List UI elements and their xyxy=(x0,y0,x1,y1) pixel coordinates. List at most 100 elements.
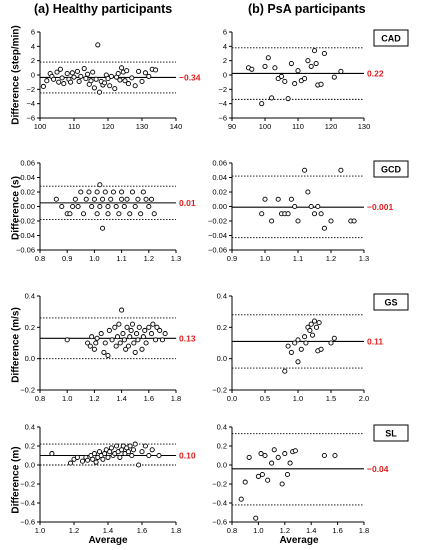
a2-xtick-label: 1.1 xyxy=(116,254,126,263)
a4-data-point xyxy=(100,456,106,462)
a4-data-point xyxy=(68,460,74,466)
a4-data-point xyxy=(117,454,123,460)
a3-data-point xyxy=(134,331,140,337)
a1-data-point xyxy=(78,73,84,79)
a2-data-point xyxy=(140,189,146,195)
a1-ytick-label: 2 xyxy=(31,56,35,65)
b3-ytick-label: 0.4 xyxy=(217,292,227,301)
a1-xtick-label: 130 xyxy=(136,122,149,131)
a4-data-point xyxy=(142,443,148,449)
a2-mean-label: 0.01 xyxy=(179,198,196,208)
b1-data-point xyxy=(249,66,255,72)
a3-mean-label: 0.13 xyxy=(179,333,196,343)
a2-ytick-label: 0.00 xyxy=(20,202,35,211)
a4-data-point xyxy=(125,449,131,455)
a3-data-point xyxy=(128,327,134,334)
b2-xtick-label: 1.1 xyxy=(293,254,303,263)
a3-data-point xyxy=(136,324,142,330)
a1-ytick-label: 0 xyxy=(31,71,35,80)
b2-data-point xyxy=(269,218,275,224)
a1-data-point xyxy=(125,81,131,87)
a3-data-point xyxy=(119,307,125,313)
b2-xtick-label: 1.3 xyxy=(359,254,369,263)
a4-data-point xyxy=(139,449,145,455)
b2-data-point xyxy=(311,211,318,217)
b4-data-point xyxy=(242,479,248,485)
b4-data-point xyxy=(284,471,290,478)
b4-data-point xyxy=(253,515,259,521)
a2-ytick-label: 0.02 xyxy=(20,188,35,197)
b1-data-point xyxy=(272,65,278,71)
a2-data-point xyxy=(97,203,103,210)
a4-ytick-label: 0.0 xyxy=(25,461,35,470)
b2-badge-box xyxy=(373,160,409,178)
a1-data-point xyxy=(59,75,65,81)
a4-data-point xyxy=(85,457,91,463)
a1-xtick-label: 110 xyxy=(68,122,80,131)
a4-ytick-label: −0.6 xyxy=(20,518,35,527)
a2-data-point xyxy=(59,203,65,210)
b1-badge-label: CAD xyxy=(381,34,401,44)
a3-data-point xyxy=(112,324,118,330)
a3-data-point xyxy=(117,340,123,346)
a3-ytick-label: −0.2 xyxy=(20,386,35,395)
a2-ytick-label: 0.06 xyxy=(20,159,35,168)
a2-data-point xyxy=(89,203,95,210)
a4-data-point xyxy=(49,451,55,457)
b2-data-point xyxy=(295,218,301,224)
a1-data-point xyxy=(93,76,99,82)
b3-ytick-label: 0.0 xyxy=(217,354,227,363)
b4-data-point xyxy=(246,454,252,460)
a1-data-point xyxy=(76,78,82,84)
b1-data-point xyxy=(305,58,311,64)
a2-data-point xyxy=(80,211,87,217)
a1-data-point xyxy=(61,81,67,87)
a1-data-point xyxy=(119,65,125,71)
a4-xtick-label: 1.2 xyxy=(69,526,79,535)
xlabel-b4: Average xyxy=(279,535,319,546)
b2-ytick-label: 0.02 xyxy=(212,188,227,197)
b2-data-point xyxy=(351,218,357,224)
a3-ytick-label: 0.4 xyxy=(25,292,35,301)
b1-data-point xyxy=(278,73,285,79)
b4-data-point xyxy=(292,448,298,454)
b4-data-point xyxy=(262,452,268,459)
a2-data-point xyxy=(70,203,76,210)
a1-data-point xyxy=(44,78,50,84)
b3-xtick-label: 0.0 xyxy=(227,394,237,403)
a3-data-point xyxy=(146,324,152,330)
b3-xtick-label: 2.0 xyxy=(359,394,369,403)
a4-xtick-label: 1.4 xyxy=(103,526,113,535)
a2-data-point xyxy=(97,182,103,188)
a2-data-point xyxy=(151,211,157,217)
a2-xtick-label: 1.0 xyxy=(89,254,99,263)
xlabel-a4: Average xyxy=(88,535,128,546)
a1-data-point xyxy=(142,70,148,76)
a4-data-point xyxy=(156,452,162,459)
a3-xtick-label: 1.4 xyxy=(116,394,126,403)
b1-data-point xyxy=(331,74,337,80)
a2-data-point xyxy=(67,211,73,217)
b3-xtick-label: 1.0 xyxy=(293,394,303,403)
a4-data-point xyxy=(146,452,152,459)
a1-data-point xyxy=(74,68,80,74)
b3-badge-box xyxy=(373,293,409,311)
a3-data-point xyxy=(91,346,97,352)
a3-data-point xyxy=(132,349,138,355)
a4-data-point xyxy=(93,459,99,465)
b2-data-point xyxy=(275,196,281,202)
b4-data-point xyxy=(265,477,271,483)
a3-data-point xyxy=(106,327,112,334)
a1-data-point xyxy=(68,79,74,85)
b2-ytick-label: 0.04 xyxy=(212,173,227,182)
b3-badge-label: GS xyxy=(384,298,397,308)
b2-data-point xyxy=(259,211,265,217)
a3-data-point xyxy=(140,334,146,340)
a2-xtick-label: 1.2 xyxy=(144,254,154,263)
b3-data-point xyxy=(328,340,334,346)
b1-data-point xyxy=(318,81,324,87)
b4-xtick-label: 1.6 xyxy=(332,526,342,535)
a2-data-point xyxy=(100,196,106,202)
b2-ytick-label: −0.04 xyxy=(208,231,227,240)
b4-ytick-label: −0.2 xyxy=(212,480,227,489)
